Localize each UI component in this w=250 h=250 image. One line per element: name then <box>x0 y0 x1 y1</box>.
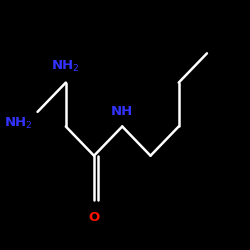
Text: O: O <box>88 211 100 224</box>
Text: NH: NH <box>111 105 134 118</box>
Text: NH$_2$: NH$_2$ <box>51 59 80 74</box>
Text: NH$_2$: NH$_2$ <box>4 116 33 131</box>
